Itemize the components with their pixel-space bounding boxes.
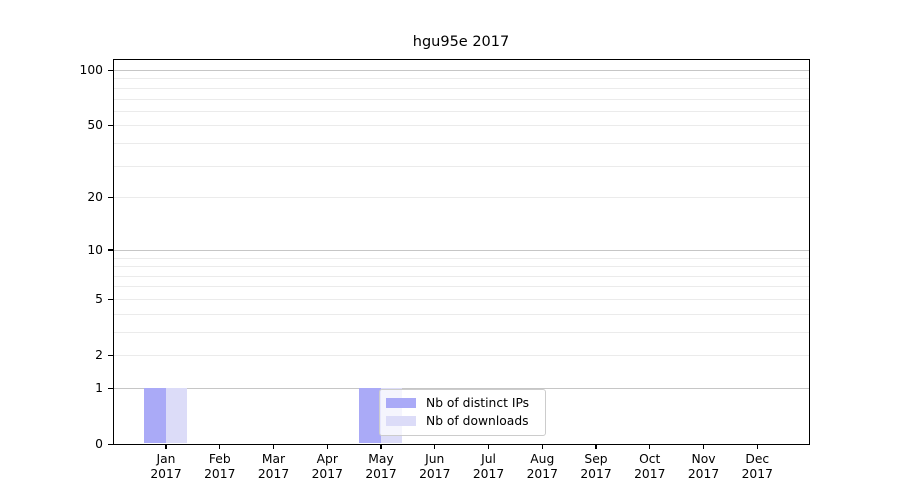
x-tick-year: 2017 <box>257 466 290 481</box>
x-tick-year: 2017 <box>526 466 558 481</box>
legend: Nb of distinct IPs Nb of downloads <box>379 388 546 436</box>
x-tick-month: Feb <box>208 451 231 466</box>
x-tick-label-may: May 2017 <box>353 452 409 483</box>
x-tick-month: May <box>368 451 394 466</box>
gridline-minor-80 <box>113 87 809 89</box>
gridline-minor-70 <box>113 98 809 100</box>
x-tick-year: 2017 <box>204 466 236 481</box>
x-tick-month: Oct <box>639 451 661 466</box>
gridline-minor-7 <box>113 275 809 277</box>
gridline-minor-9 <box>113 257 809 259</box>
bar-downloads-jan <box>165 388 188 444</box>
y-tick-2 <box>107 354 113 356</box>
x-tick-month: Jan <box>156 451 176 466</box>
x-tick-year: 2017 <box>419 466 451 481</box>
gridline-minor-20 <box>113 197 809 199</box>
y-tick-5 <box>107 298 113 300</box>
x-tick-oct <box>649 444 651 449</box>
x-tick-label-dec: Dec 2017 <box>729 452 785 483</box>
x-tick-month: Mar <box>261 451 286 466</box>
legend-label-distinct-ips: Nb of distinct IPs <box>426 396 530 410</box>
x-tick-month: Aug <box>530 451 555 466</box>
x-tick-may <box>380 444 382 449</box>
x-tick-label-feb: Feb 2017 <box>192 452 248 483</box>
y-tick-10 <box>107 249 113 251</box>
gridline-minor-60 <box>113 110 809 112</box>
x-tick-label-oct: Oct 2017 <box>622 452 678 483</box>
x-tick-year: 2017 <box>687 466 720 481</box>
y-tick-label-10: 10 <box>87 242 103 257</box>
y-tick-20 <box>107 196 113 199</box>
gridline-minor-90 <box>113 78 809 80</box>
y-tick-label-100: 100 <box>79 62 103 77</box>
x-tick-label-jan: Jan 2017 <box>138 452 194 483</box>
x-tick-year: 2017 <box>634 466 666 481</box>
y-tick-0 <box>107 443 113 446</box>
x-tick-jan <box>165 444 167 449</box>
x-tick-aug <box>541 444 543 449</box>
gridline-minor-30 <box>113 165 809 167</box>
x-tick-nov <box>702 444 705 449</box>
legend-label-downloads: Nb of downloads <box>426 414 529 428</box>
x-tick-jul <box>487 444 490 449</box>
x-tick-month: Nov <box>691 451 716 466</box>
gridline-minor-2 <box>113 355 809 357</box>
x-tick-year: 2017 <box>150 466 182 481</box>
x-tick-month: Sep <box>584 451 608 466</box>
x-tick-jun <box>434 444 436 449</box>
y-tick-50 <box>107 125 113 127</box>
chart-title: hgu95e 2017 <box>412 34 510 50</box>
gridline-minor-3 <box>113 331 809 333</box>
gridline-major-100 <box>113 70 809 72</box>
y-tick-label-1: 1 <box>95 380 103 395</box>
y-tick-label-2: 2 <box>95 347 103 362</box>
x-tick-label-nov: Nov 2017 <box>676 452 732 483</box>
y-tick-label-5: 5 <box>95 291 103 306</box>
gridline-minor-5 <box>113 298 809 300</box>
x-tick-month: Jul <box>481 451 496 466</box>
gridline-minor-6 <box>113 286 809 288</box>
x-tick-apr <box>326 444 328 449</box>
bar-distinct-ips-may <box>359 388 381 444</box>
x-tick-label-aug: Aug 2017 <box>514 452 570 483</box>
y-tick-100 <box>107 69 113 71</box>
x-tick-dec <box>756 444 758 449</box>
y-tick-label-20: 20 <box>87 190 103 205</box>
x-tick-label-sep: Sep 2017 <box>568 452 624 483</box>
gridline-minor-40 <box>113 143 809 145</box>
y-tick-1 <box>107 387 113 389</box>
gridline-minor-50 <box>113 125 809 127</box>
x-tick-month: Dec <box>745 451 770 466</box>
x-tick-year: 2017 <box>311 466 343 481</box>
x-tick-sep <box>595 444 597 449</box>
legend-swatch-downloads-icon <box>386 416 416 426</box>
x-tick-label-jul: Jul 2017 <box>461 452 517 483</box>
x-tick-month: Jun <box>425 451 445 466</box>
x-tick-label-apr: Apr 2017 <box>299 452 355 483</box>
gridline-minor-8 <box>113 266 809 268</box>
gridline-minor-4 <box>113 313 809 315</box>
x-tick-year: 2017 <box>365 466 397 481</box>
x-tick-year: 2017 <box>580 466 612 481</box>
x-tick-label-jun: Jun 2017 <box>407 452 463 483</box>
bar-distinct-ips-jan <box>144 388 166 444</box>
legend-item-downloads: Nb of downloads <box>386 413 538 430</box>
y-tick-label-50: 50 <box>87 118 103 133</box>
y-tick-label-0: 0 <box>95 437 103 451</box>
legend-item-distinct-ips: Nb of distinct IPs <box>386 395 538 412</box>
x-tick-year: 2017 <box>741 466 773 481</box>
legend-swatch-distinct-ips-icon <box>386 398 416 408</box>
gridline-major-10 <box>113 249 809 251</box>
x-tick-year: 2017 <box>472 466 505 481</box>
x-tick-label-mar: Mar 2017 <box>246 452 302 483</box>
x-tick-feb <box>219 444 221 449</box>
x-tick-month: Apr <box>316 451 338 466</box>
plot-area: Nb of distinct IPs Nb of downloads <box>112 59 810 445</box>
x-tick-mar <box>272 444 275 449</box>
